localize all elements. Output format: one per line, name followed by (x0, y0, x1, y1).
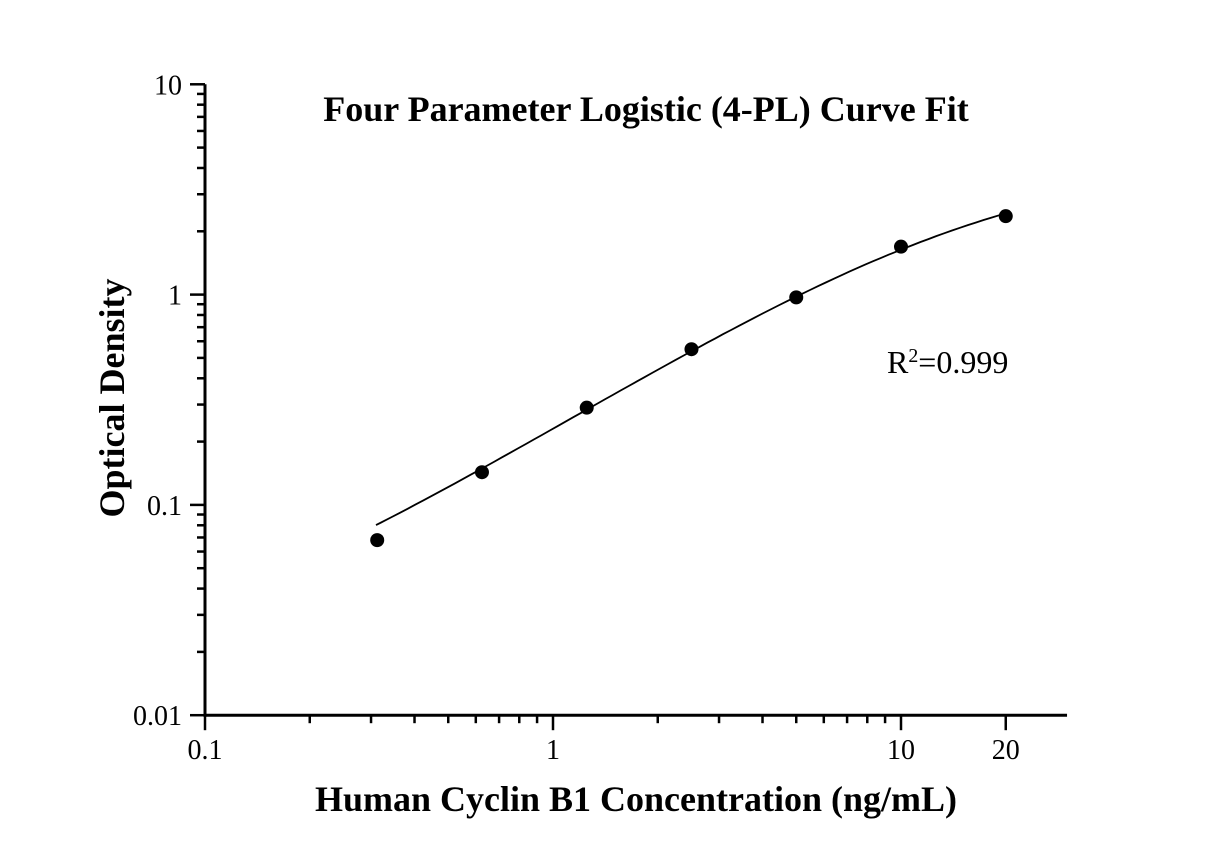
r-squared-value: =0.999 (918, 344, 1009, 380)
y-tick-label: 0.01 (133, 701, 182, 732)
data-point (789, 290, 804, 305)
data-point (684, 342, 699, 357)
r-squared-base: R (887, 344, 909, 380)
data-point (894, 239, 908, 254)
r-squared-superscript: 2 (908, 345, 919, 368)
x-tick-label: 1 (546, 735, 560, 766)
x-tick-label: 20 (992, 735, 1020, 766)
data-point (998, 209, 1013, 224)
x-tick-label: 0.1 (188, 735, 223, 766)
data-point (370, 533, 385, 548)
data-point (579, 400, 594, 415)
data-point (474, 465, 489, 480)
y-tick-label: 1 (168, 281, 182, 312)
x-axis-title: Human Cyclin B1 Concentration (ng/mL) (314, 779, 958, 819)
y-tick-label: 10 (154, 70, 182, 101)
x-tick-label: 10 (887, 735, 915, 766)
y-tick-label: 0.1 (147, 491, 182, 522)
chart-title: Four Parameter Logistic (4-PL) Curve Fit (323, 89, 969, 129)
y-axis-title: Optical Density (92, 278, 132, 518)
r-squared-annotation: R2=0.999 (887, 346, 1008, 378)
